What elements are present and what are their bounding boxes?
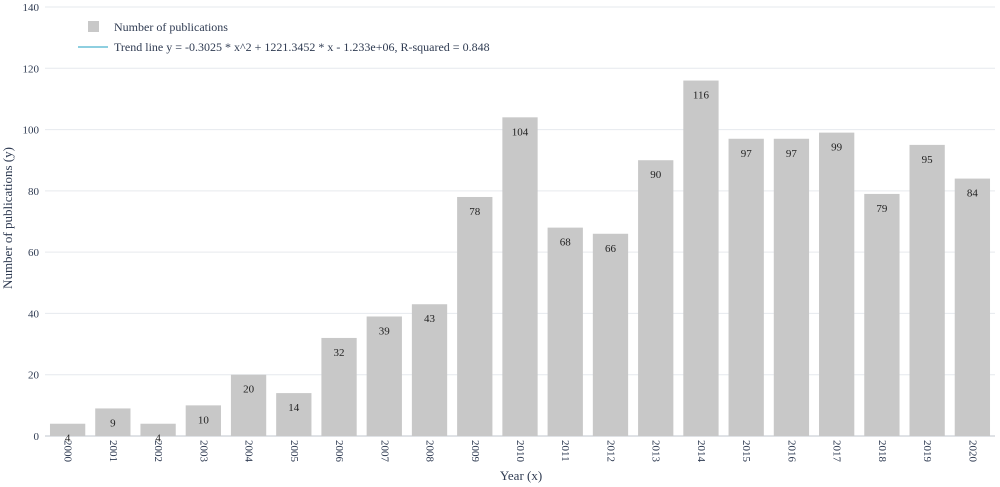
bar	[185, 405, 221, 436]
y-tick-label: 100	[23, 125, 40, 137]
bar	[683, 80, 719, 437]
y-tick-label: 40	[28, 308, 40, 320]
x-axis-title: Year (x)	[500, 468, 542, 483]
x-tick-label: 2010	[514, 440, 526, 463]
x-tick-label: 2017	[831, 440, 843, 463]
legend-trend-label: Trend line y = -0.3025 * x^2 + 1221.3452…	[114, 40, 490, 54]
bar-value-label: 68	[560, 237, 572, 249]
bar	[276, 393, 312, 436]
bar-labels: 4 9 4 10 20 14 32 39 43 78 104 68 66 90 116 97 97 99 79 95 8…	[65, 90, 979, 445]
x-tick-label: 2007	[378, 440, 390, 463]
bar	[909, 144, 945, 436]
bar-value-label: 43	[424, 313, 436, 325]
bar	[773, 138, 810, 436]
x-tick-label: 2009	[469, 440, 481, 463]
bar	[638, 160, 674, 436]
bar	[954, 178, 991, 436]
x-tick-label: 2000	[62, 440, 74, 463]
bar-value-label: 66	[605, 243, 617, 255]
x-tick-label: 2014	[695, 440, 707, 463]
bar-value-label: 79	[876, 203, 888, 215]
bar-value-label: 32	[334, 347, 345, 359]
bar	[49, 423, 86, 436]
bar	[547, 227, 583, 436]
bar	[457, 196, 493, 436]
x-tick-label: 2005	[288, 440, 300, 463]
bar	[819, 132, 855, 436]
y-tick-label: 80	[28, 186, 40, 198]
bar-value-label: 90	[650, 169, 662, 181]
x-tick-label: 2016	[785, 440, 797, 463]
bar-value-label: 4	[155, 433, 161, 445]
bars	[49, 80, 991, 437]
legend-bar-label: Number of publications	[114, 20, 228, 34]
x-axis-ticks: 2000 2001 2002 2003 2004 2005 2006 2007 2008 2009…	[62, 440, 979, 463]
y-tick-label: 0	[34, 431, 40, 443]
bar	[95, 408, 131, 436]
y-tick-label: 20	[28, 370, 40, 382]
bar-value-label: 95	[922, 154, 934, 166]
bar	[502, 117, 538, 437]
x-tick-label: 2019	[921, 440, 933, 463]
x-tick-label: 2008	[424, 440, 436, 463]
bar	[140, 423, 176, 436]
bar-value-label: 20	[243, 384, 255, 396]
y-tick-label: 140	[23, 2, 40, 14]
bar	[366, 316, 402, 436]
x-tick-label: 2002	[152, 440, 164, 462]
bar-value-label: 99	[831, 142, 843, 154]
x-tick-label: 2020	[966, 440, 978, 463]
bar-value-label: 4	[65, 433, 71, 445]
x-tick-label: 2003	[197, 440, 209, 463]
x-tick-label: 2013	[650, 440, 662, 463]
bar	[411, 304, 448, 436]
y-tick-label: 60	[28, 247, 40, 259]
x-tick-label: 2015	[740, 440, 752, 463]
bar-value-label: 84	[967, 188, 979, 200]
bar-value-label: 78	[469, 206, 481, 218]
y-axis-ticks: 0 20 40 60 80 100 120 140	[23, 2, 40, 443]
bar-value-label: 14	[288, 402, 300, 414]
bar-value-label: 97	[786, 148, 798, 160]
bar-value-label: 9	[110, 417, 116, 429]
bar	[321, 337, 357, 436]
x-tick-label: 2006	[333, 440, 345, 463]
bar-value-label: 116	[693, 90, 710, 102]
y-axis-title: Number of publications (y)	[0, 147, 15, 289]
x-tick-label: 2004	[243, 440, 255, 463]
bar	[728, 138, 764, 436]
x-tick-label: 2018	[876, 440, 888, 463]
x-tick-label: 2001	[107, 440, 119, 462]
legend-bar-swatch	[88, 21, 99, 32]
y-tick-label: 120	[23, 63, 40, 75]
bar-value-label: 39	[379, 325, 391, 337]
x-tick-label: 2011	[559, 440, 571, 462]
bar-value-label: 10	[198, 414, 210, 426]
bar	[230, 374, 267, 436]
legend: Number of publications Trend line y = -0…	[78, 20, 490, 54]
bar	[864, 193, 900, 436]
bar-value-label: 104	[512, 126, 529, 138]
bar	[592, 233, 629, 436]
x-tick-label: 2012	[604, 440, 616, 462]
bar-value-label: 97	[741, 148, 753, 160]
